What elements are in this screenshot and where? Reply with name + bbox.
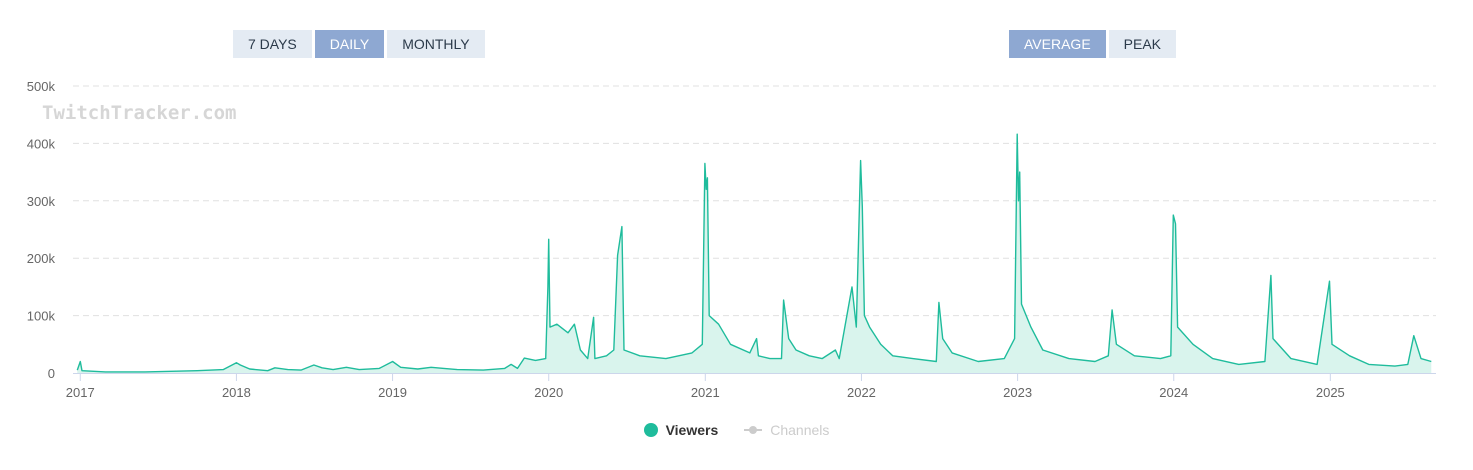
- y-tick-label: 400k: [27, 136, 56, 151]
- range-monthly-button[interactable]: MONTHLY: [387, 30, 485, 58]
- chart-legend: Viewers Channels: [0, 422, 1473, 438]
- legend-label-channels: Channels: [770, 422, 830, 438]
- x-tick-label: 2017: [66, 385, 95, 400]
- y-tick-label: 0: [48, 366, 55, 381]
- metric-peak-button[interactable]: PEAK: [1108, 30, 1177, 58]
- x-tick-label: 2019: [378, 385, 407, 400]
- viewers-series-line: [76, 133, 1432, 373]
- range-7days-button[interactable]: 7 DAYS: [233, 30, 312, 58]
- watermark-text: TwitchTracker.com: [42, 102, 236, 124]
- x-tick-label: 2020: [534, 385, 563, 400]
- legend-item-viewers[interactable]: Viewers: [643, 422, 719, 438]
- x-tick-label: 2023: [1003, 385, 1032, 400]
- legend-item-channels[interactable]: Channels: [744, 422, 829, 438]
- range-toggle-group: 7 DAYS DAILY MONTHLY: [233, 30, 485, 58]
- y-tick-label: 300k: [27, 194, 56, 209]
- y-tick-label: 500k: [27, 79, 56, 94]
- x-tick-label: 2025: [1316, 385, 1345, 400]
- y-tick-label: 100k: [27, 309, 56, 324]
- metric-average-button[interactable]: AVERAGE: [1009, 30, 1106, 58]
- metric-toggle-group: AVERAGE PEAK: [1009, 30, 1177, 58]
- y-tick-label: 200k: [27, 251, 56, 266]
- x-tick-label: 2018: [222, 385, 251, 400]
- legend-label-viewers: Viewers: [665, 422, 719, 438]
- x-tick-label: 2024: [1159, 385, 1188, 400]
- viewers-series-marker: [643, 423, 658, 437]
- x-tick-label: 2021: [691, 385, 720, 400]
- channels-series-marker: [744, 423, 763, 437]
- range-daily-button[interactable]: DAILY: [314, 30, 385, 58]
- x-tick-label: 2022: [847, 385, 876, 400]
- viewers-area-fill: [77, 134, 1432, 373]
